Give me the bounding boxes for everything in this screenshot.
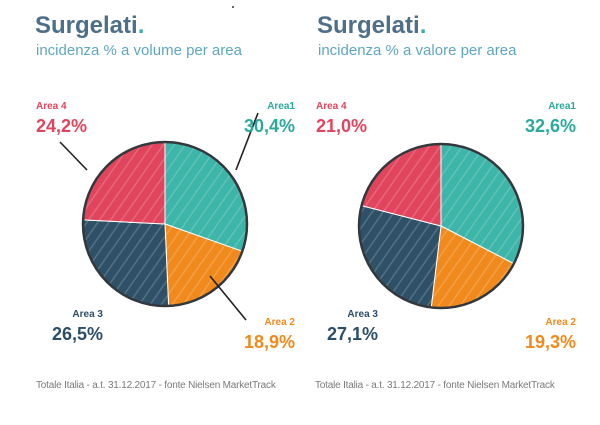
slice-value-area1: 32,6% bbox=[525, 116, 576, 136]
pie-chart-value: Area1 32,6% Area 2 19,3% Area 3 27,1% Area 4 21… bbox=[316, 101, 576, 352]
leader-line-area-4 bbox=[59, 141, 88, 171]
title-dot: . bbox=[137, 12, 145, 39]
chart-subtitle: incidenza % a volume per area bbox=[36, 42, 242, 59]
slice-value-area-2: 18,9% bbox=[244, 332, 295, 352]
slice-value-area-3: 27,1% bbox=[327, 324, 378, 344]
slice-value-area1: 30,4% bbox=[244, 116, 295, 136]
slice-label-area-2: Area 2 bbox=[545, 317, 576, 328]
slice-value-area-3: 26,5% bbox=[52, 324, 103, 344]
slice-label-area1: Area1 bbox=[548, 101, 576, 112]
slice-label-area-4: Area 4 bbox=[316, 101, 347, 112]
slice-label-area1: Area1 bbox=[267, 101, 295, 112]
slice-label-area-3: Area 3 bbox=[347, 309, 378, 320]
pie-chart-volume: Area1 30,4% Area 2 18,9% Area 3 26,5% Area 4 24… bbox=[36, 101, 295, 352]
slice-label-area-3: Area 3 bbox=[72, 309, 103, 320]
chart-title: Surgelati. bbox=[35, 12, 144, 40]
panel-value: Surgelati. incidenza % a valore per area… bbox=[300, 0, 600, 425]
slice-label-area-2: Area 2 bbox=[264, 317, 295, 328]
top-mark bbox=[232, 6, 234, 8]
slice-label-area-4: Area 4 bbox=[36, 101, 67, 112]
title-dot: . bbox=[419, 12, 427, 39]
slice-value-area-2: 19,3% bbox=[525, 332, 576, 352]
leader-line-area-2 bbox=[209, 275, 247, 321]
pie-outline bbox=[81, 140, 249, 308]
leader-line-area1 bbox=[235, 112, 259, 171]
chart-subtitle: incidenza % a valore per area bbox=[318, 42, 517, 59]
source-footnote: Totale Italia - a.t. 31.12.2017 - fonte … bbox=[315, 380, 555, 391]
chart-title: Surgelati. bbox=[317, 12, 426, 40]
pie-outline bbox=[357, 142, 525, 310]
title-text: Surgelati bbox=[35, 12, 138, 39]
pie-slice-area-3 bbox=[82, 219, 170, 307]
source-footnote: Totale Italia - a.t. 31.12.2017 - fonte … bbox=[36, 380, 276, 391]
panel-volume: Surgelati. incidenza % a volume per area… bbox=[35, 12, 295, 391]
slice-value-area-4: 21,0% bbox=[316, 116, 367, 136]
slice-value-area-4: 24,2% bbox=[36, 116, 87, 136]
title-text: Surgelati bbox=[317, 12, 420, 39]
